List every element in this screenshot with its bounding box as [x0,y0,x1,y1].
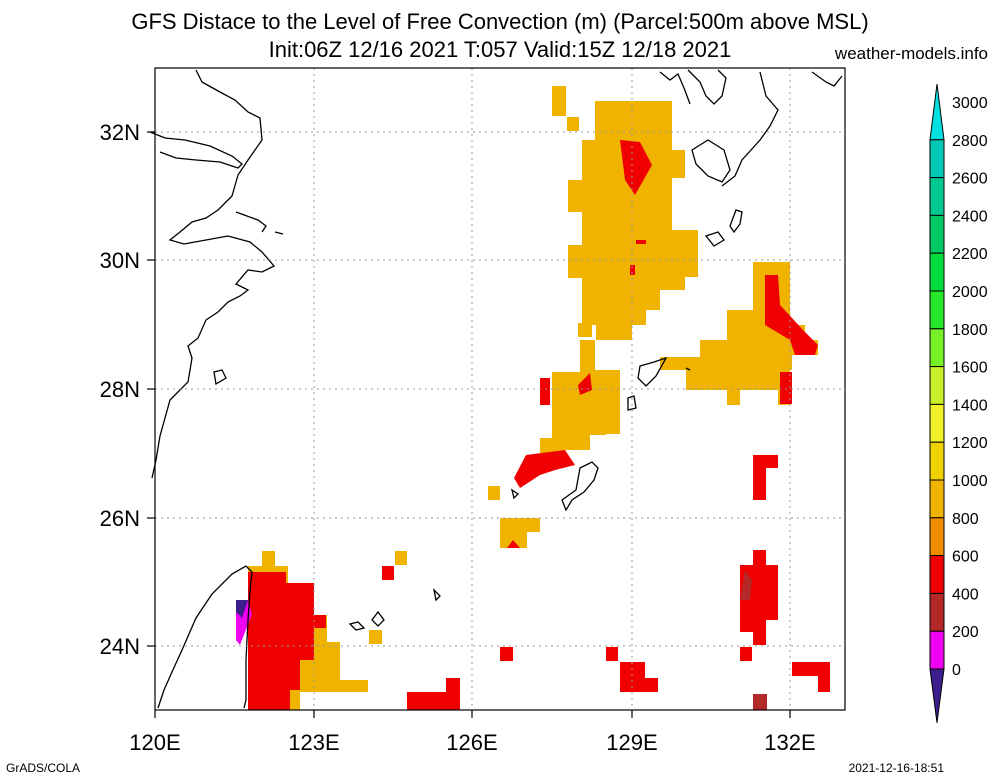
colorbar-swatch [929,83,945,141]
colorbar: 3000280026002400220020001800160014001200… [929,83,988,723]
colorbar-label: 2200 [952,246,988,263]
colorbar-label: 2600 [952,171,988,188]
colorbar-label: 1400 [952,397,988,414]
colorbar-label: 1000 [952,473,988,490]
colorbar-label: 2000 [952,284,988,301]
colorbar-swatch [929,328,945,368]
colorbar-swatch [929,139,945,179]
colorbar-swatch [929,555,945,594]
colorbar-swatch [929,441,945,481]
x-tick-label: 132E [764,730,815,755]
colorbar-label: 1200 [952,435,988,452]
y-tick-label: 30N [100,248,140,273]
colorbar-swatch [929,668,945,723]
colorbar-label: 0 [952,662,961,679]
colorbar-swatch [929,252,945,292]
colorbar-label: 1600 [952,360,988,377]
colorbar-label: 400 [952,586,979,603]
colorbar-label: 3000 [952,95,988,112]
grid-lines [155,68,845,710]
colorbar-label: 1800 [952,322,988,339]
colorbar-swatch [929,403,945,443]
colorbar-swatch [929,630,945,670]
map-title: GFS Distace to the Level of Free Convect… [131,9,869,34]
coastlines [149,69,843,709]
colorbar-swatch [929,290,945,330]
colorbar-swatch [929,479,945,519]
footer-credit: GrADS/COLA [6,761,81,775]
field-shading [236,86,830,710]
colorbar-label: 2400 [952,208,988,225]
map-subtitle: Init:06Z 12/16 2021 T:057 Valid:15Z 12/1… [268,37,732,62]
colorbar-swatch [929,214,945,254]
axis-ticks [147,131,791,718]
x-tick-label: 126E [446,730,497,755]
site-credit: weather-models.info [834,44,988,63]
colorbar-swatch [929,177,945,216]
y-tick-label: 28N [100,377,140,402]
colorbar-swatch [929,517,945,557]
y-tick-label: 24N [100,634,140,659]
x-tick-label: 129E [606,730,657,755]
colorbar-swatch [929,366,945,405]
colorbar-label: 600 [952,549,979,566]
y-tick-label: 32N [100,120,140,145]
colorbar-label: 800 [952,511,979,528]
colorbar-label: 200 [952,624,979,641]
y-tick-label: 26N [100,506,140,531]
x-tick-label: 120E [129,730,180,755]
colorbar-swatch [929,592,945,632]
footer-timestamp: 2021-12-16-18:51 [848,761,944,775]
colorbar-label: 2800 [952,133,988,150]
y-axis-labels: 24N 26N 28N 30N 32N [100,120,140,659]
x-axis-labels: 120E 123E 126E 129E 132E [129,730,815,755]
x-tick-label: 123E [288,730,339,755]
